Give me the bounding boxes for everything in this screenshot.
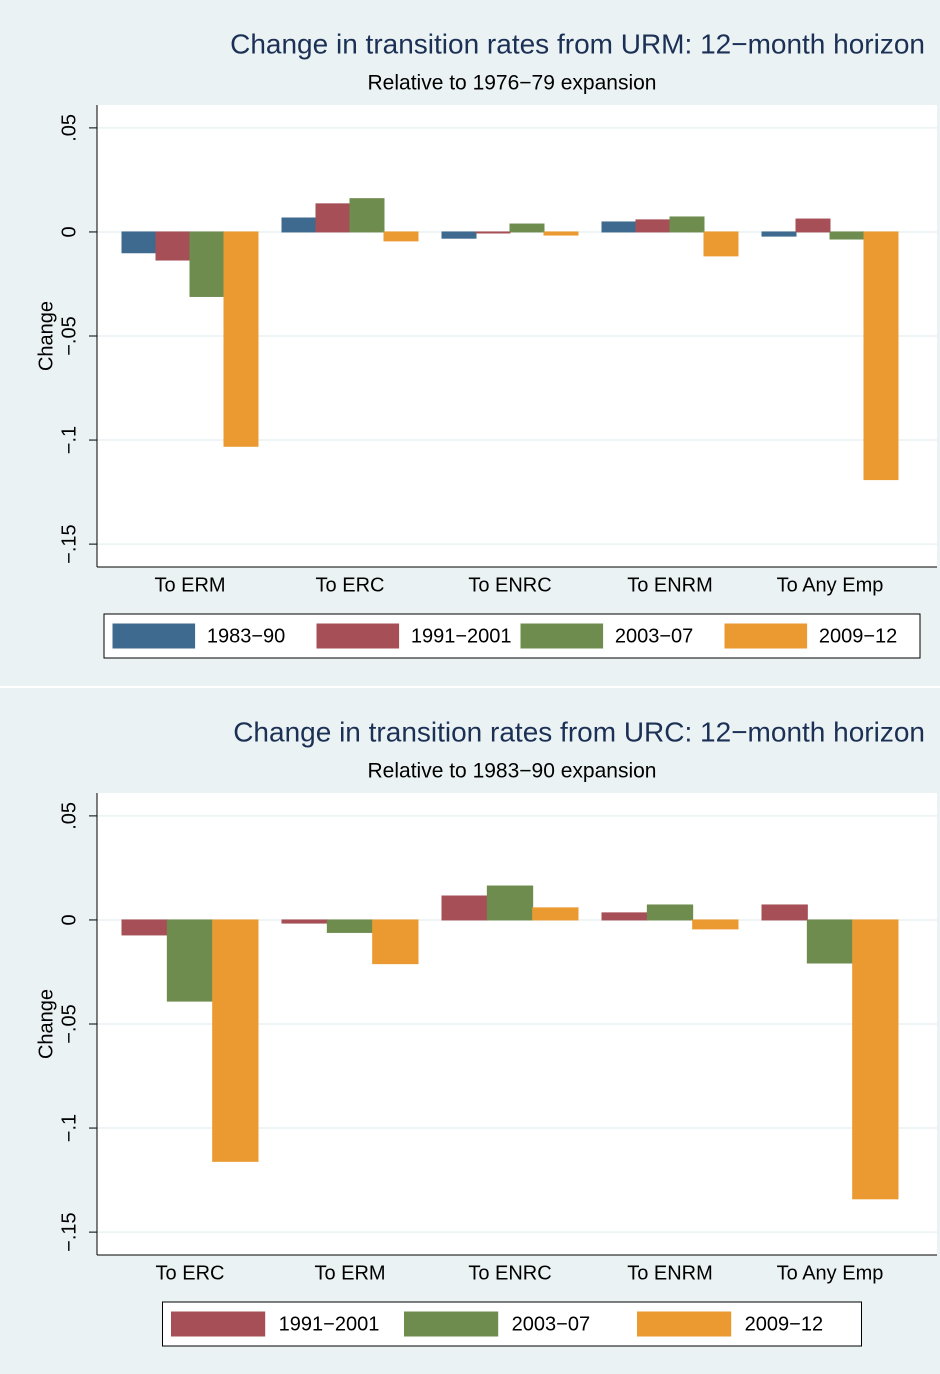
y-tick-label: −.15 <box>58 1212 80 1251</box>
legend-label: 1991−2001 <box>411 625 512 647</box>
chart-title: Change in transition rates from URC: 12−… <box>233 716 925 747</box>
legend-label: 2003−07 <box>512 1313 590 1335</box>
x-tick-label: To ENRC <box>468 1262 551 1284</box>
bar <box>121 231 157 254</box>
x-tick-label: To ERC <box>316 574 385 596</box>
y-tick-label: 0 <box>58 914 80 925</box>
y-tick-label: .05 <box>58 802 80 830</box>
bar <box>795 218 831 233</box>
bar <box>486 885 534 921</box>
bar <box>475 231 511 234</box>
bar <box>761 231 797 237</box>
x-tick-label: To Any Emp <box>777 574 884 596</box>
bar <box>189 231 225 297</box>
legend: 1991−2001 2003−07 2009−12 <box>162 1301 862 1347</box>
x-tick-label: To ENRM <box>627 1262 713 1284</box>
chart-subtitle: Relative to 1983−90 expansion <box>368 760 657 783</box>
bar <box>601 912 648 921</box>
bar <box>383 231 419 242</box>
legend-label: 1991−2001 <box>279 1313 380 1335</box>
bar <box>166 919 214 1002</box>
x-tick-label: To ERC <box>156 1262 225 1284</box>
bar <box>441 231 477 239</box>
legend-swatch <box>520 623 604 649</box>
bar <box>326 919 374 933</box>
legend-swatch <box>637 1311 732 1337</box>
x-tick-label: To ERM <box>154 574 225 596</box>
y-tick-label: −.15 <box>58 524 80 563</box>
legend-swatch <box>724 623 808 649</box>
y-tick-label: −.1 <box>58 426 80 454</box>
chart-subtitle: Relative to 1976−79 expansion <box>368 72 657 95</box>
bar <box>281 919 328 924</box>
bar <box>635 219 671 233</box>
bar <box>349 198 385 233</box>
legend-label: 2009−12 <box>745 1313 823 1335</box>
bar <box>121 919 168 936</box>
y-tick-label: −.05 <box>58 1004 80 1043</box>
x-tick-label: To ENRC <box>468 574 551 596</box>
bar <box>223 231 259 447</box>
legend-label: 1983−90 <box>207 625 285 647</box>
bar <box>601 221 637 233</box>
bar <box>863 231 899 481</box>
x-tick-label: To Any Emp <box>777 1262 884 1284</box>
bar <box>155 231 191 261</box>
bar <box>281 217 317 233</box>
legend-box <box>162 1301 862 1347</box>
legend-label: 2003−07 <box>615 625 693 647</box>
bar <box>646 904 694 921</box>
y-tick-label: .05 <box>58 114 80 142</box>
bar <box>212 919 259 1162</box>
bar <box>669 216 705 233</box>
bar <box>761 904 808 921</box>
bar <box>532 907 579 921</box>
bar <box>806 919 854 964</box>
bar <box>692 919 739 930</box>
x-tick-label: To ERM <box>314 1262 385 1284</box>
bar <box>703 231 739 257</box>
y-tick-label: −.1 <box>58 1114 80 1142</box>
legend-swatch <box>404 1311 499 1337</box>
legend: 1983−90 1991−2001 2003−07 2009−12 <box>103 613 921 659</box>
x-tick-label: To ENRM <box>627 574 713 596</box>
bar <box>543 231 579 236</box>
bar <box>509 223 545 233</box>
y-axis-label: Change <box>35 989 57 1059</box>
legend-label: 2009−12 <box>819 625 897 647</box>
y-tick-label: 0 <box>58 226 80 237</box>
chart-title: Change in transition rates from URM: 12−… <box>230 28 925 59</box>
bar <box>372 919 419 965</box>
chart-panel: Change in transition rates from URC: 12−… <box>0 688 940 1374</box>
bar <box>829 231 865 240</box>
legend-swatch <box>171 1311 266 1337</box>
legend-swatch <box>316 623 400 649</box>
bar <box>852 919 899 1200</box>
legend-swatch <box>112 623 196 649</box>
bar <box>441 895 488 921</box>
y-axis-label: Change <box>35 301 57 371</box>
chart-panel: Change in transition rates from URM: 12−… <box>0 0 940 686</box>
y-tick-label: −.05 <box>58 316 80 355</box>
bar <box>315 203 351 233</box>
